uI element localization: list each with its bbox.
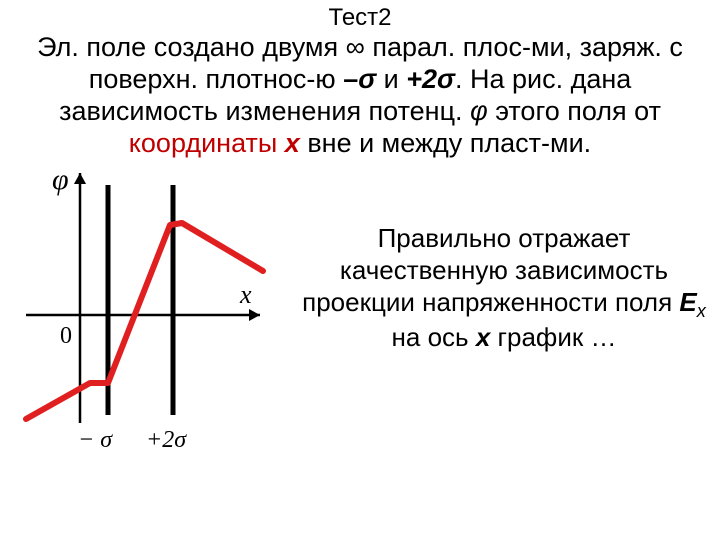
x-variable: x: [285, 128, 300, 158]
svg-text:0: 0: [60, 323, 72, 349]
content-row: φ x 0 − σ +2σ Правильно отражает качественну…: [0, 161, 720, 455]
problem-seg-5: вне и между пласт-ми.: [300, 128, 591, 158]
problem-seg-4: этого поля от: [488, 96, 661, 126]
answer-seg-3: график …: [490, 322, 616, 352]
sigma-1: σ: [358, 64, 376, 94]
E-symbol: E: [679, 287, 696, 317]
plus-two: +2: [406, 64, 437, 94]
chart-svg: φ x 0 − σ +2σ: [8, 155, 298, 455]
coord-word: координаты: [129, 128, 285, 158]
problem-text: Эл. поле создано двумя ∞ парал. плос-ми,…: [0, 32, 720, 159]
slide: Тест2 Эл. поле создано двумя ∞ парал. пл…: [0, 0, 720, 540]
problem-seg-2: и: [376, 64, 406, 94]
slide-title: Тест2: [0, 0, 720, 32]
answer-seg-1: Правильно отражает качественную зависимо…: [302, 223, 679, 316]
svg-text:+2σ: +2σ: [146, 427, 187, 453]
negative-sign: –: [343, 64, 358, 94]
svg-text:− σ: − σ: [78, 427, 113, 453]
svg-text:x: x: [239, 280, 252, 309]
x-axis-symbol: x: [476, 322, 490, 352]
svg-text:φ: φ: [52, 163, 69, 196]
chart: φ x 0 − σ +2σ: [8, 155, 298, 455]
E-subscript: x: [697, 301, 706, 321]
sigma-2: σ: [437, 64, 455, 94]
answer-text: Правильно отражает качественную зависимо…: [298, 161, 720, 354]
phi-symbol: φ: [470, 96, 488, 126]
answer-seg-2: на ось: [392, 322, 476, 352]
